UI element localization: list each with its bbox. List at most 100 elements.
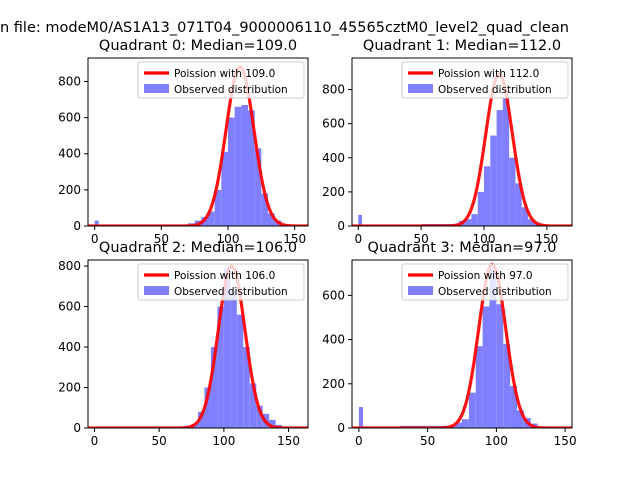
legend: Poission with 109.0 Observed distribution: [137, 61, 305, 99]
panel-2: Quadrant 2: Median=106.0 0 50 100 150 0 200 400…: [58, 240, 309, 448]
x-tick-label: 100: [473, 232, 496, 246]
poisson-curve: [352, 72, 572, 226]
y-tick-label: 800: [322, 83, 345, 97]
legend-label: Observed distribution: [174, 84, 288, 96]
x-tick-label: 0: [355, 434, 363, 448]
x-tick-label: 50: [154, 232, 169, 246]
hist-bar: [509, 157, 516, 226]
legend-label: Poission with 112.0: [438, 68, 539, 80]
y-tick-label: 400: [58, 340, 81, 354]
hist-bar: [94, 220, 99, 226]
x-tick-label: 150: [283, 232, 306, 246]
hist-bar: [223, 268, 231, 428]
figure-suptitle: n file: modeM0/AS1A13_071T04_9000006110_…: [0, 20, 569, 36]
plot-area: [88, 264, 308, 428]
legend: Poission with 112.0 Observed distribution: [401, 61, 569, 99]
hist-bar: [490, 135, 497, 226]
hist-bar: [521, 207, 528, 226]
hist-bar: [517, 410, 524, 428]
y-tick-label: 800: [58, 259, 81, 273]
hist-bar: [230, 290, 237, 428]
hist-bar: [475, 346, 483, 428]
legend-patch-swatch: [408, 84, 433, 93]
hist-bar: [241, 104, 248, 226]
legend-label: Observed distribution: [438, 286, 552, 298]
x-tick-label: 100: [217, 232, 240, 246]
y-tick-label: 0: [73, 421, 81, 435]
plot-area: [352, 262, 572, 428]
hist-bar: [214, 189, 222, 226]
hist-bar: [496, 110, 503, 226]
legend-box: [137, 263, 305, 301]
hist-bar: [484, 166, 491, 226]
y-tick-label: 600: [322, 288, 345, 302]
y-tick-label: 400: [322, 333, 345, 347]
plot-area: [88, 65, 308, 226]
poisson-curve: [352, 262, 572, 428]
hist-bar: [228, 117, 235, 226]
hist-bar: [243, 347, 250, 428]
x-tick-label: 100: [485, 434, 508, 448]
legend-box: [401, 61, 569, 99]
axes-frame: [351, 259, 573, 429]
hist-bar: [477, 191, 484, 226]
hist-bar: [198, 411, 205, 428]
hist-bar: [249, 383, 257, 428]
panel-0: Quadrant 0: Median=109.0 0 50 100 150 0 200 400…: [58, 38, 309, 246]
x-tick-label: 50: [414, 232, 429, 246]
legend-label: Observed distribution: [174, 286, 288, 298]
legend-box: [137, 61, 305, 99]
hist-bar: [358, 407, 363, 428]
x-tick-label: 50: [420, 434, 435, 448]
panel-title: Quadrant 2: Median=106.0: [99, 240, 297, 256]
legend-patch-swatch: [144, 286, 169, 295]
legend: Poission with 97.0 Observed distribution: [401, 263, 569, 301]
y-tick-label: 400: [58, 147, 81, 161]
x-tick-label: 150: [554, 434, 577, 448]
poisson-curve: [88, 264, 308, 428]
hist-bar: [269, 419, 276, 428]
hist-bar: [221, 151, 228, 226]
y-tick-label: 600: [58, 111, 81, 125]
hist-bar: [208, 211, 215, 226]
x-tick-label: 0: [91, 434, 99, 448]
hist-bar: [515, 183, 522, 226]
hist-bar: [236, 314, 244, 428]
y-tick-label: 800: [58, 74, 81, 88]
y-tick-label: 200: [322, 377, 345, 391]
panel-3: Quadrant 3: Median=97.0 0 50 100 150 0 200 400 6…: [322, 240, 576, 448]
axes-frame: [351, 57, 573, 227]
hist-bar: [510, 386, 517, 428]
hist-bar: [234, 106, 242, 226]
y-tick-label: 200: [322, 185, 345, 199]
hist-bar: [482, 306, 490, 428]
hist-bar: [496, 304, 504, 428]
legend-label: Poission with 109.0: [174, 68, 275, 80]
hist-bar: [503, 344, 511, 428]
legend: Poission with 106.0 Observed distribution: [137, 263, 305, 301]
hist-bar: [210, 347, 218, 428]
hist-bar: [468, 392, 476, 428]
hist-bar: [462, 419, 469, 428]
hist-bar: [502, 98, 510, 226]
panel-1: Quadrant 1: Median=112.0 0 50 100 150 0 200 400…: [322, 38, 573, 246]
y-tick-label: 200: [58, 381, 81, 395]
legend-patch-swatch: [144, 84, 169, 93]
legend-label: Poission with 106.0: [174, 270, 275, 282]
panel-title: Quadrant 0: Median=109.0: [99, 38, 297, 54]
y-tick-label: 0: [337, 421, 345, 435]
panels: Quadrant 0: Median=109.0 0 50 100 150 0 200 400…: [58, 38, 576, 448]
panel-title: Quadrant 3: Median=97.0: [368, 240, 557, 256]
y-tick-label: 600: [58, 300, 81, 314]
hist-bar: [248, 110, 255, 226]
hist-bar: [471, 214, 478, 226]
hist-bar: [217, 306, 224, 428]
hist-bar: [455, 422, 462, 428]
legend-label: Observed distribution: [438, 84, 552, 96]
legend-label: Poission with 97.0: [438, 270, 533, 282]
hist-bar: [204, 387, 211, 428]
plot-area: [352, 72, 572, 226]
x-tick-label: 150: [535, 232, 558, 246]
x-tick-label: 0: [354, 232, 362, 246]
